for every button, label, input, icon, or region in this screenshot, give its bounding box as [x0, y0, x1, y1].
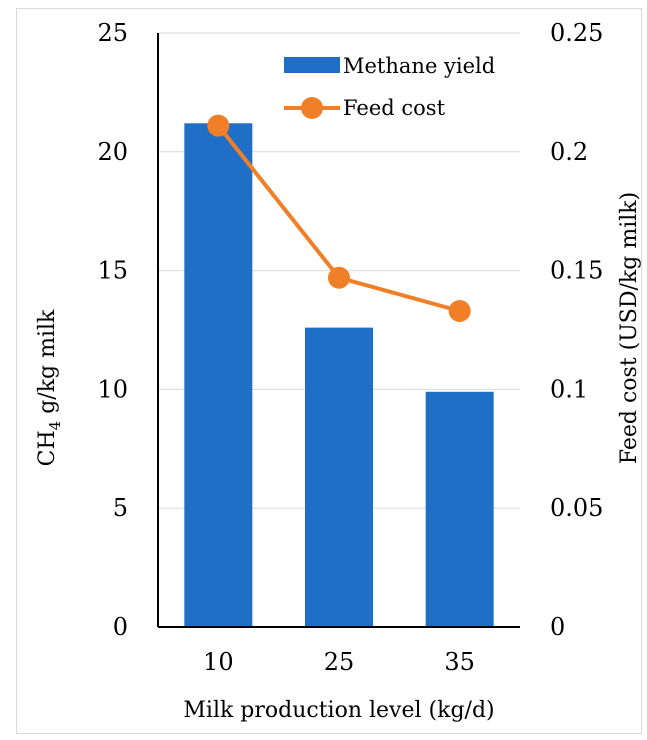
y-tick-label: 15 — [97, 257, 128, 285]
bar-methane-yield-10 — [184, 123, 253, 628]
y-tick-label: 20 — [97, 138, 128, 166]
y-tick-label: 10 — [97, 375, 128, 403]
y-axis-label: CH4 g/kg milk — [35, 309, 64, 466]
y2-axis-label: Feed cost (USD/kg milk) — [617, 192, 642, 464]
bar-methane-yield-25 — [305, 327, 373, 627]
x-tick-label: 35 — [444, 648, 475, 676]
y-axis-ticks: 0 5 10 15 20 25 — [97, 19, 128, 641]
x-tick-label: 10 — [203, 648, 234, 676]
x-tick-label: 25 — [324, 648, 355, 676]
point-feed-cost-35 — [448, 299, 471, 322]
y-tick-label: 25 — [97, 19, 128, 47]
legend-label-methane-yield: Methane yield — [343, 54, 495, 78]
legend-label-feed-cost: Feed cost — [343, 96, 446, 120]
point-feed-cost-25 — [328, 266, 350, 289]
x-axis-ticks: 10 25 35 — [203, 648, 475, 676]
legend-swatch-methane-yield — [284, 57, 340, 73]
y2-tick-label: 0.05 — [550, 494, 603, 522]
legend-swatch-feed-cost-marker — [301, 97, 323, 119]
bar-methane-yield-35 — [425, 391, 494, 627]
y-axis-label-subscript: 4 — [46, 421, 64, 431]
axes — [157, 33, 520, 628]
y-tick-label: 5 — [113, 494, 128, 522]
y2-tick-label: 0 — [550, 613, 565, 641]
chart-frame — [16, 8, 642, 734]
y2-tick-label: 0.25 — [550, 19, 603, 47]
point-feed-cost-10 — [207, 114, 230, 137]
line-series — [207, 114, 471, 322]
x-axis-label: Milk production level (kg/d) — [183, 698, 494, 723]
y-tick-label: 0 — [113, 613, 128, 641]
y2-tick-label: 0.1 — [550, 375, 588, 403]
y2-tick-label: 0.2 — [550, 138, 588, 166]
bar-series — [184, 123, 494, 628]
y2-axis-ticks: 0 0.05 0.1 0.15 0.2 0.25 — [550, 19, 603, 641]
y2-tick-label: 0.15 — [550, 257, 603, 285]
legend: Methane yield Feed cost — [284, 54, 495, 120]
